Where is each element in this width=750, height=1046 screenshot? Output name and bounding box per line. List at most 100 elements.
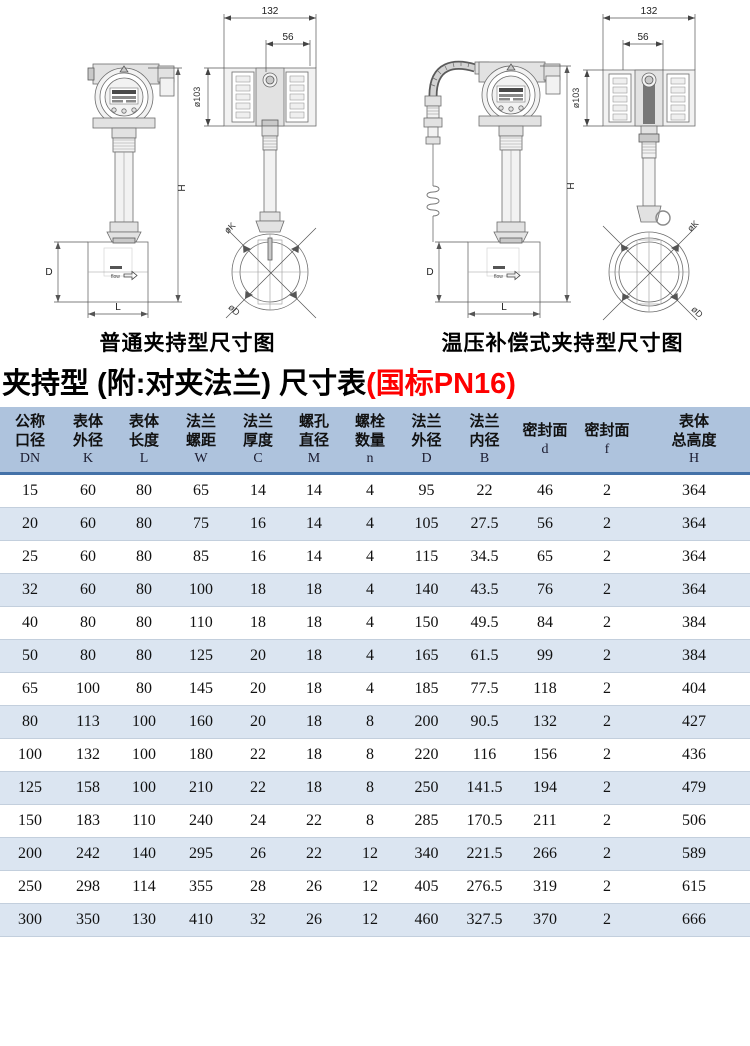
table-cell: 221.5: [455, 837, 514, 872]
table-cell: 350: [60, 903, 116, 938]
table-column-header-d: 密封面 d: [514, 407, 576, 472]
table-cell: 80: [116, 474, 172, 509]
table-cell: 276.5: [455, 870, 514, 905]
dimension-flange-outer-plain: [225, 227, 317, 319]
meter-body-front-comp: flow: [467, 237, 541, 303]
dimension-H-comp: [540, 65, 571, 303]
table-cell: 60: [60, 474, 116, 509]
table-cell: 384: [638, 606, 750, 641]
table-cell: 24: [230, 804, 286, 839]
plain-clamp-drawing-svg: flow H: [45, 6, 317, 319]
table-cell: 77.5: [455, 672, 514, 707]
table-cell: 615: [638, 870, 750, 905]
table-cell: 4: [342, 474, 398, 509]
table-cell: 20: [230, 672, 286, 707]
table-cell: 185: [398, 672, 455, 707]
table-cell: 125: [0, 771, 60, 806]
table-cell: 140: [398, 573, 455, 608]
table-cell: 2: [576, 738, 638, 773]
table-column-header-dn: 公称 口径 DN: [0, 407, 60, 472]
table-cell: 180: [172, 738, 230, 773]
table-cell: 132: [60, 738, 116, 773]
table-cell: 20: [0, 507, 60, 542]
table-cell: 16: [230, 540, 286, 575]
table-row: 20 60 80 75 16 14 4 105 27.5 56 2 364: [0, 507, 750, 542]
table-cell: 18: [286, 639, 342, 674]
table-cell: 4: [342, 573, 398, 608]
table-cell: 46: [514, 474, 576, 509]
table-cell: 132: [514, 705, 576, 740]
table-cell: 90.5: [455, 705, 514, 740]
table-cell: 2: [576, 771, 638, 806]
table-cell: 436: [638, 738, 750, 773]
table-cell: 18: [286, 705, 342, 740]
table-cell: 75: [172, 507, 230, 542]
table-cell: 364: [638, 474, 750, 509]
table-cell: 14: [230, 474, 286, 509]
table-cell: 200: [398, 705, 455, 740]
column-header-symbol: DN: [19, 450, 41, 466]
table-cell: 18: [286, 606, 342, 641]
table-cell: 18: [286, 573, 342, 608]
table-row: 50 80 80 125 20 18 4 165 61.5 99 2 384: [0, 639, 750, 674]
table-cell: 65: [0, 672, 60, 707]
table-cell: 34.5: [455, 540, 514, 575]
table-header-row: 公称 口径 DN 表体 外径 K 表体 长度 L 法兰 螺距 W 法兰 厚度 C 螺孔 直径 M 螺栓 数量 n 法兰 外径…: [0, 407, 750, 472]
dimension-132-plain: [223, 14, 317, 68]
dimension-drawings-section: flow H: [0, 0, 750, 365]
table-cell: 18: [286, 672, 342, 707]
table-header: 公称 口径 DN 表体 外径 K 表体 长度 L 法兰 螺距 W 法兰 厚度 C 螺孔 直径 M 螺栓 数量 n 法兰 外径…: [0, 407, 750, 475]
dimension-L-comp: [467, 302, 541, 318]
table-cell: 150: [398, 606, 455, 641]
table-cell: 18: [230, 573, 286, 608]
table-cell: 479: [638, 771, 750, 806]
dimension-D-comp: [435, 241, 468, 303]
table-cell: 116: [455, 738, 514, 773]
table-cell: 114: [116, 870, 172, 905]
table-cell: 183: [60, 804, 116, 839]
table-cell: 240: [172, 804, 230, 839]
table-header-rule: [0, 471, 750, 475]
table-cell: 20: [230, 705, 286, 740]
column-header-symbol: W: [194, 450, 208, 466]
page-title-main: 夹持型 (附:对夹法兰) 尺寸表: [2, 368, 367, 400]
column-header-line1: 法兰: [411, 413, 442, 431]
table-cell: 14: [286, 474, 342, 509]
table-cell: 49.5: [455, 606, 514, 641]
dimension-spec-table: 公称 口径 DN 表体 外径 K 表体 长度 L 法兰 螺距 W 法兰 厚度 C 螺孔 直径 M 螺栓 数量 n 法兰 外径…: [0, 407, 750, 938]
table-cell: 160: [172, 705, 230, 740]
table-cell: 460: [398, 903, 455, 938]
table-cell: 364: [638, 573, 750, 608]
table-cell: 26: [286, 903, 342, 938]
column-header-line2: 口径: [14, 431, 45, 449]
table-cell: 666: [638, 903, 750, 938]
neck-stem-front-comp: [493, 125, 529, 243]
table-column-header-d: 法兰 外径 D: [398, 407, 455, 472]
column-header-line1: 表体: [128, 413, 159, 431]
table-row: 25 60 80 85 16 14 4 115 34.5 65 2 364: [0, 540, 750, 575]
table-cell: 8: [342, 738, 398, 773]
table-cell: 300: [0, 903, 60, 938]
table-cell: 80: [116, 606, 172, 641]
table-cell: 210: [172, 771, 230, 806]
table-cell: 4: [342, 540, 398, 575]
table-cell: 85: [172, 540, 230, 575]
column-header-line2: 长度: [128, 431, 159, 449]
column-header-line1: 螺栓: [354, 413, 385, 431]
column-header-line2: 密封面: [522, 422, 568, 440]
table-cell: 100: [116, 705, 172, 740]
table-cell: 2: [576, 573, 638, 608]
table-cell: 15: [0, 474, 60, 509]
table-cell: 140: [116, 837, 172, 872]
table-cell: 76: [514, 573, 576, 608]
table-row: 300 350 130 410 32 26 12 460 327.5 370 2 666: [0, 903, 750, 938]
dimension-label-flange-outer-comp: øD: [689, 304, 705, 320]
drawing-panel-compensated-clamp: flow H: [375, 0, 750, 365]
table-cell: 110: [172, 606, 230, 641]
table-cell: 170.5: [455, 804, 514, 839]
svg-text:flow: flow: [111, 274, 120, 280]
table-row: 65 100 80 145 20 18 4 185 77.5 118 2 404: [0, 672, 750, 707]
page-title-standard: (国标PN16): [366, 368, 516, 400]
table-cell: 194: [514, 771, 576, 806]
table-cell: 145: [172, 672, 230, 707]
